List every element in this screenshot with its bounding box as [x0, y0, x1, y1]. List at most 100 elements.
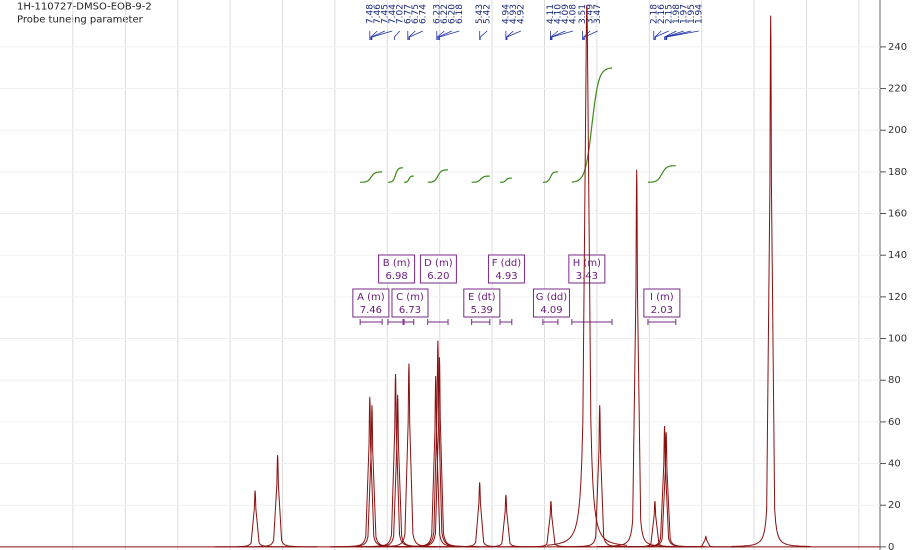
peak-leader	[654, 30, 662, 40]
multiplet-shift: 6.20	[427, 271, 449, 282]
multiplet-box	[568, 254, 606, 284]
peak-label: 4.10	[553, 4, 563, 24]
peak-label: 1.95	[687, 4, 697, 24]
peak-label: 4.92	[516, 4, 526, 24]
spectrum-peak	[237, 455, 318, 548]
multiplet-box	[378, 254, 416, 284]
peak-leader	[666, 30, 699, 40]
peak-leader	[551, 30, 566, 40]
peak-label: 7.44	[388, 4, 398, 24]
multiplet-shift: 7.46	[360, 305, 382, 316]
y-tick-label: 160	[888, 209, 907, 220]
peak-label: 6.23	[432, 4, 442, 24]
peak-label: 5.42	[483, 4, 493, 24]
peak-leader	[439, 30, 460, 40]
y-tick-label: 180	[888, 167, 907, 178]
multiplet-label: C (m)	[396, 292, 424, 303]
peak-label: 7.46	[373, 4, 383, 24]
multiplet-box	[643, 288, 681, 318]
multiplet-shift: 3.43	[576, 271, 598, 282]
peak-label: 7.45	[380, 4, 390, 24]
integral-curve	[647, 165, 676, 183]
peak-leader	[394, 30, 401, 40]
y-tick-label: 60	[888, 417, 901, 428]
multiplet-shift: 5.39	[471, 305, 493, 316]
peak-label: 7.48	[365, 4, 375, 24]
multiplet-label: I (m)	[650, 292, 674, 303]
multiplet-shift: 6.98	[385, 271, 407, 282]
integral-curve	[471, 175, 490, 183]
peak-label: 2.18	[649, 4, 659, 24]
multiplet-box	[463, 288, 501, 318]
peak-label: 6.22	[440, 4, 450, 24]
y-tick-label: 40	[888, 459, 901, 470]
peak-leader	[438, 30, 452, 40]
peak-label: 4.09	[561, 4, 571, 24]
peak-label: 1.97	[679, 4, 689, 24]
integral-curve	[404, 175, 414, 183]
peak-leader	[665, 30, 692, 40]
peak-label: 3.49	[586, 4, 596, 24]
multiplet-box	[352, 288, 390, 318]
chart-subtitle: Probe tuneing parameter	[17, 14, 144, 25]
spectrum-peak	[546, 5, 627, 546]
multiplet-shift: 4.09	[540, 305, 562, 316]
multiplet-label: A (m)	[357, 292, 385, 303]
peak-label: 6.74	[418, 4, 428, 24]
peak-label: 2.16	[657, 4, 667, 24]
peak-label: 7.02	[395, 4, 405, 24]
peak-leader	[436, 30, 445, 40]
multiplet-label: E (dt)	[468, 292, 496, 303]
peak-label: 6.77	[403, 4, 413, 24]
multiplet-label: G (dd)	[536, 292, 568, 303]
peak-label: 6.18	[455, 4, 465, 24]
peak-label: 4.11	[546, 4, 556, 24]
spectrum-peak	[368, 363, 449, 548]
peak-label: 3.51	[578, 4, 588, 24]
multiplet-label: D (m)	[424, 258, 453, 269]
peak-leader	[371, 30, 385, 40]
y-tick-label: 80	[888, 375, 901, 386]
y-tick-label: 220	[888, 84, 907, 95]
multiplet-shift: 6.73	[399, 305, 421, 316]
integral-curve	[387, 167, 404, 183]
multiplet-box	[532, 288, 570, 318]
peak-label: 4.94	[501, 4, 511, 24]
spectrum-peak	[730, 15, 811, 547]
peak-leader	[550, 30, 559, 40]
multiplet-label: F (dd)	[492, 258, 522, 269]
peak-leader	[583, 30, 591, 40]
y-tick-label: 120	[888, 292, 907, 303]
spectrum-peak	[215, 490, 296, 548]
y-tick-label: 20	[888, 500, 901, 511]
peak-label: 6.20	[447, 4, 457, 24]
multiplet-label: H (m)	[573, 258, 601, 269]
peak-leader	[408, 30, 416, 40]
y-tick-label: 0	[888, 542, 894, 550]
peak-label: 2.15	[664, 4, 674, 24]
peak-leader	[551, 30, 574, 40]
peak-leader	[371, 30, 393, 40]
chart-title: 1H-110727-DMSO-EOB-9-2	[17, 1, 152, 12]
multiplet-label: B (m)	[383, 258, 411, 269]
multiplet-shift: 2.03	[651, 305, 673, 316]
peak-leader	[664, 30, 684, 40]
peak-label: 4.93	[509, 4, 519, 24]
peak-label: 4.08	[568, 4, 578, 24]
peak-label: 1.94	[694, 4, 704, 24]
spectrum-peak	[439, 482, 520, 548]
peak-label: 1.98	[672, 4, 682, 24]
multiplet-shift: 4.93	[495, 271, 517, 282]
integral-curve	[360, 171, 383, 183]
peak-label: 6.75	[411, 4, 421, 24]
multiplet-box	[391, 288, 429, 318]
peak-leader	[584, 30, 598, 40]
integral-curve	[571, 67, 613, 183]
peak-label: 5.43	[475, 4, 485, 24]
peak-leader	[479, 30, 488, 40]
multiplet-box	[487, 254, 525, 284]
peak-label: 3.47	[593, 4, 603, 24]
y-tick-label: 100	[888, 334, 907, 345]
